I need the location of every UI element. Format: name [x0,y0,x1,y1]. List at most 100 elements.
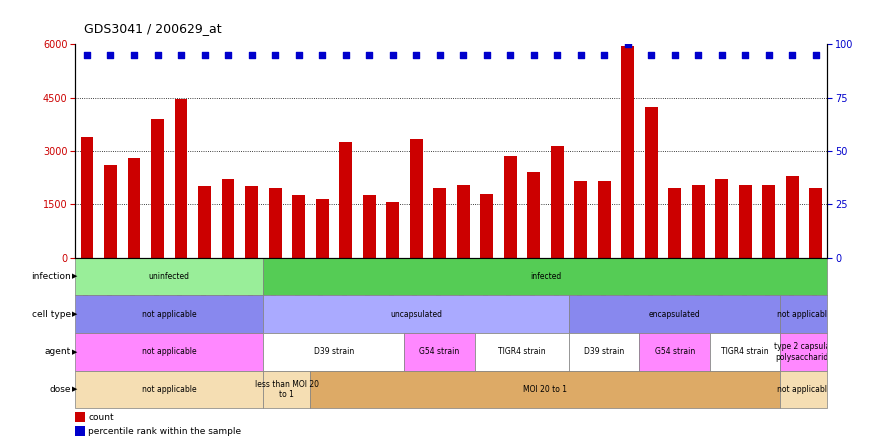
Bar [527,172,540,258]
Point [550,52,565,59]
Bar [264,295,569,333]
Bar [710,333,781,371]
Text: ▶: ▶ [72,387,77,392]
Text: infection: infection [31,272,71,281]
Text: less than MOI 20
to 1: less than MOI 20 to 1 [255,380,319,399]
Bar [786,176,798,258]
Text: type 2 capsular
polysaccharide: type 2 capsular polysaccharide [774,342,834,361]
Bar [292,195,305,258]
Bar [75,425,85,436]
Point [197,52,212,59]
Text: agent: agent [44,347,71,357]
Point [527,52,541,59]
Bar [264,258,827,295]
Point [362,52,376,59]
Text: count: count [88,412,114,422]
Text: not applicable: not applicable [142,309,196,319]
Point [620,41,635,48]
Bar [81,137,94,258]
Text: G54 strain: G54 strain [655,347,695,357]
Point [667,52,681,59]
Bar [75,333,264,371]
Text: uninfected: uninfected [149,272,189,281]
Bar [715,179,728,258]
Bar [75,295,264,333]
Text: cell type: cell type [32,309,71,319]
Text: not applicable: not applicable [777,385,831,394]
Bar [127,158,141,258]
Bar [264,333,404,371]
Point [291,52,305,59]
Point [150,52,165,59]
Bar [475,333,569,371]
Bar [481,194,493,258]
Point [573,52,588,59]
Point [104,52,118,59]
Point [503,52,517,59]
Text: D39 strain: D39 strain [313,347,354,357]
Bar [264,371,311,408]
Bar [504,156,517,258]
Text: G54 strain: G54 strain [419,347,459,357]
Point [480,52,494,59]
Point [315,52,329,59]
Bar [433,188,446,258]
Text: MOI 20 to 1: MOI 20 to 1 [523,385,567,394]
Bar [363,195,375,258]
Bar [621,46,635,258]
Point [456,52,470,59]
Text: D39 strain: D39 strain [584,347,624,357]
Point [597,52,612,59]
Point [738,52,752,59]
Bar [75,412,85,423]
Point [174,52,189,59]
Bar [781,295,827,333]
Bar [174,99,188,258]
Text: infected: infected [530,272,561,281]
Bar [316,199,328,258]
Point [221,52,235,59]
Text: ▶: ▶ [72,274,77,279]
Bar [739,185,751,258]
Bar [245,186,258,258]
Point [714,52,728,59]
Text: not applicable: not applicable [777,309,831,319]
Text: percentile rank within the sample: percentile rank within the sample [88,427,242,436]
Bar [311,371,781,408]
Point [644,52,658,59]
Bar [268,188,281,258]
Bar [404,333,475,371]
Point [386,52,400,59]
Bar [386,202,399,258]
Bar [198,186,211,258]
Text: not applicable: not applicable [142,385,196,394]
Bar [550,146,564,258]
Text: ▶: ▶ [72,349,77,355]
Point [785,52,799,59]
Bar [569,295,781,333]
Bar [104,165,117,258]
Text: TIGR4 strain: TIGR4 strain [498,347,546,357]
Bar [151,119,164,258]
Point [691,52,705,59]
Bar [781,371,827,408]
Text: encapsulated: encapsulated [649,309,701,319]
Bar [597,181,611,258]
Point [80,52,94,59]
Bar [639,333,710,371]
Point [268,52,282,59]
Text: uncapsulated: uncapsulated [390,309,442,319]
Point [409,52,423,59]
Bar [644,107,658,258]
Text: ▶: ▶ [72,311,77,317]
Bar [339,142,352,258]
Bar [457,185,470,258]
Point [127,52,141,59]
Point [762,52,776,59]
Bar [781,333,827,371]
Bar [762,185,775,258]
Point [809,52,823,59]
Point [244,52,258,59]
Bar [569,333,639,371]
Point [433,52,447,59]
